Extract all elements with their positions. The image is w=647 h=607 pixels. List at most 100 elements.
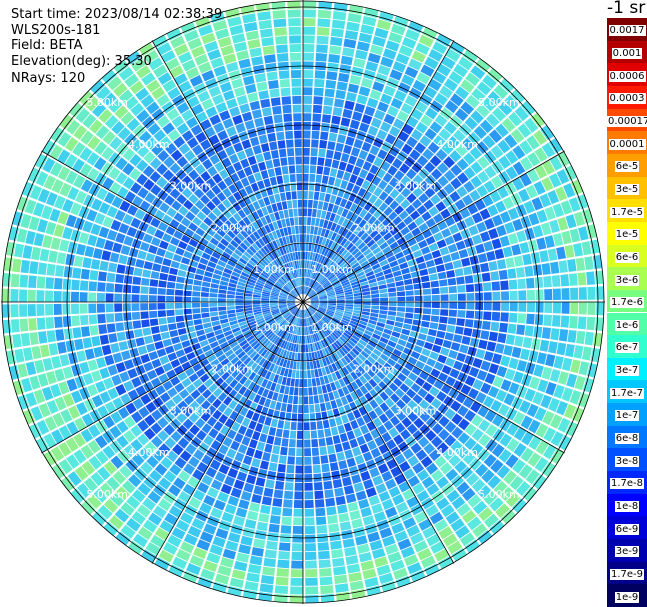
beta-gate: [332, 11, 347, 21]
beta-gate: [118, 66, 134, 81]
beta-gate: [397, 296, 406, 302]
beta-gate: [474, 198, 486, 211]
beta-gate: [328, 344, 336, 353]
beta-gate: [423, 295, 432, 302]
beta-gate: [169, 267, 179, 276]
beta-gate: [304, 499, 314, 509]
beta-gate: [333, 315, 342, 321]
beta-gate: [276, 175, 284, 185]
beta-gate: [71, 279, 80, 291]
beta-gate: [424, 56, 439, 70]
beta-gate: [205, 466, 217, 478]
beta-gate: [384, 543, 399, 555]
beta-gate: [260, 348, 268, 357]
beta-gate: [322, 316, 330, 323]
beta-gate: [248, 420, 257, 430]
beta-gate: [155, 384, 166, 396]
beta-gate: [306, 335, 310, 344]
beta-gate: [345, 136, 355, 146]
beta-gate: [408, 372, 418, 382]
beta-gate: [313, 473, 322, 482]
beta-gate: [220, 556, 234, 568]
beta-gate: [506, 438, 520, 452]
beta-gate: [436, 330, 446, 339]
beta-gate: [54, 277, 63, 290]
beta-gate: [379, 402, 390, 413]
beta-gate: [340, 249, 348, 258]
beta-gate: [214, 246, 224, 255]
beta-gate: [520, 415, 533, 430]
beta-gate: [330, 36, 343, 47]
beta-gate: [341, 346, 349, 355]
beta-gate: [308, 290, 315, 297]
beta-gate: [239, 323, 249, 330]
beta-gate: [259, 274, 268, 281]
beta-gate: [55, 329, 65, 342]
beta-gate: [296, 243, 300, 252]
beta-gate: [345, 220, 354, 230]
beta-gate: [362, 161, 372, 172]
beta-gate: [323, 375, 330, 384]
beta-gate: [505, 166, 518, 180]
beta-gate: [498, 269, 508, 280]
beta-gate: [548, 173, 562, 188]
beta-gate: [189, 400, 200, 412]
beta-gate: [334, 196, 342, 206]
beta-gate: [312, 464, 321, 474]
beta-gate: [495, 200, 507, 213]
beta-gate: [367, 255, 377, 263]
beta-gate: [252, 200, 261, 211]
beta-gate: [82, 257, 92, 269]
beta-gate: [270, 306, 279, 309]
beta-gate: [303, 286, 305, 295]
beta-gate: [10, 289, 19, 302]
beta-gate: [244, 305, 253, 309]
beta-gate: [361, 287, 370, 293]
beta-gate: [314, 283, 321, 291]
beta-gate: [211, 278, 220, 285]
beta-gate: [304, 260, 308, 269]
beta-gate: [305, 569, 318, 578]
beta-gate: [366, 225, 375, 235]
beta-gate: [324, 158, 333, 168]
beta-gate: [97, 313, 106, 324]
beta-gate: [504, 95, 519, 110]
beta-gate: [357, 274, 367, 281]
beta-gate: [353, 331, 362, 339]
beta-gate: [285, 350, 290, 360]
beta-gate: [249, 555, 263, 566]
beta-gate: [318, 236, 324, 245]
beta-gate: [528, 350, 539, 363]
beta-gate: [244, 226, 253, 236]
beta-gate: [136, 504, 151, 518]
beta-gate: [304, 508, 315, 517]
beta-gate: [363, 347, 372, 355]
beta-gate: [518, 464, 533, 479]
beta-gate: [273, 271, 281, 278]
beta-gate: [329, 275, 337, 282]
beta-gate: [217, 565, 232, 577]
beta-gate: [252, 254, 261, 262]
beta-gate: [172, 253, 183, 263]
beta-gate: [293, 508, 303, 517]
beta-gate: [461, 257, 471, 267]
beta-gate: [264, 416, 272, 426]
beta-gate: [540, 394, 552, 409]
beta-gate: [264, 549, 277, 559]
colorbar-cell: 1e-7: [607, 403, 647, 426]
beta-gate: [233, 560, 248, 572]
beta-gate: [388, 382, 399, 392]
beta-gate: [58, 381, 70, 395]
beta-gate: [90, 471, 105, 487]
beta-gate: [328, 391, 335, 401]
beta-gate: [328, 335, 335, 343]
beta-gate: [262, 309, 271, 313]
beta-gate: [14, 348, 25, 363]
beta-gate: [277, 463, 286, 473]
beta-gate: [573, 345, 584, 359]
beta-gate: [535, 423, 549, 438]
beta-gate: [186, 351, 196, 361]
beta-gate: [377, 149, 388, 160]
beta-gate: [244, 293, 253, 297]
beta-gate: [195, 227, 206, 237]
